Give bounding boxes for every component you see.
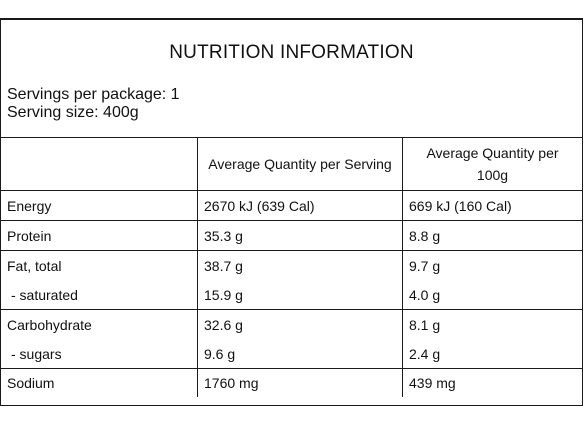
per-serving-value: 9.6 g <box>197 339 402 368</box>
per-serving-value: 35.3 g <box>197 221 402 250</box>
per-100g-value: 9.7 g <box>402 251 582 280</box>
per-100g-value: 8.1 g <box>402 310 582 339</box>
nutrient-label: Protein <box>7 227 52 244</box>
table-row-carbohydrate: Carbohydrate 32.6 g 8.1 g <box>1 310 582 339</box>
header-per-serving: Average Quantity per Serving <box>197 138 402 190</box>
per-100g-value: 669 kJ (160 Cal) <box>402 191 582 220</box>
serving-info: Servings per package: 1 Serving size: 40… <box>7 86 180 122</box>
table-header-row: Average Quantity per Serving Average Qua… <box>1 138 582 191</box>
table-row-protein: Protein 35.3 g 8.8 g <box>1 221 582 251</box>
panel-title: NUTRITION INFORMATION <box>169 42 414 63</box>
per-100g-value: 2.4 g <box>402 339 582 368</box>
per-100g-value: 8.8 g <box>402 221 582 250</box>
per-100g-value: 439 mg <box>402 369 582 397</box>
nutrient-label: Sodium <box>7 375 55 391</box>
table-row-fat-total: Fat, total 38.7 g 9.7 g <box>1 251 582 280</box>
nutrition-panel: NUTRITION INFORMATION Servings per packa… <box>0 18 583 406</box>
header-nutrient <box>1 138 197 190</box>
nutrient-label: - sugars <box>11 345 62 362</box>
table-row-energy: Energy 2670 kJ (639 Cal) 669 kJ (160 Cal… <box>1 191 582 221</box>
per-serving-value: 1760 mg <box>197 369 402 397</box>
per-serving-value: 15.9 g <box>197 280 402 309</box>
table-row-sodium: Sodium 1760 mg 439 mg <box>1 369 582 397</box>
table-row-sugars: - sugars 9.6 g 2.4 g <box>1 339 582 369</box>
nutrient-label: Carbohydrate <box>7 316 92 333</box>
nutrient-label: - saturated <box>11 286 78 303</box>
nutrient-label: Fat, total <box>7 257 62 274</box>
header-per-100g: Average Quantity per 100g <box>402 138 582 190</box>
per-serving-value: 2670 kJ (639 Cal) <box>197 191 402 220</box>
table-row-saturated: - saturated 15.9 g 4.0 g <box>1 280 582 310</box>
per-100g-value: 4.0 g <box>402 280 582 309</box>
servings-per-package: Servings per package: 1 <box>7 86 180 103</box>
per-serving-value: 38.7 g <box>197 251 402 280</box>
nutrient-label: Energy <box>7 197 52 214</box>
serving-size: Serving size: 400g <box>7 104 139 121</box>
nutrition-table: Average Quantity per Serving Average Qua… <box>1 137 582 397</box>
per-serving-value: 32.6 g <box>197 310 402 339</box>
